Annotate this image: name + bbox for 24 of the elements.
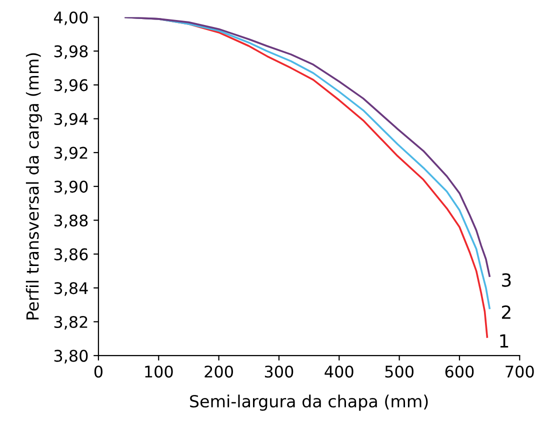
series-label: 3 [502,273,511,287]
x-tick-label: 0 [94,366,102,378]
y-tick-label: 3,98 [54,45,88,59]
y-tick-label: 4,00 [54,11,88,26]
y-tick-label: 3,88 [54,214,88,228]
y-tick-label: 3,92 [54,146,88,160]
y-tick-label: 3,80 [54,350,88,364]
series-label: 1 [500,334,508,348]
y-tick-label: 3,94 [54,112,88,127]
y-tick-label: 3,90 [54,180,88,194]
y-tick-label: 3,86 [54,248,88,262]
y-tick-label: 3,82 [54,316,88,330]
x-tick-label: 500 [385,366,414,378]
x-tick-label: 600 [445,366,474,378]
x-tick-label: 300 [264,366,294,378]
x-tick-label: 700 [506,366,534,378]
x-tick-label: 100 [145,366,173,378]
series-label: 2 [502,305,510,319]
x-tick-label: 400 [324,366,354,378]
y-axis-title: Perfil transversal da carga (mm) [26,53,42,320]
x-axis-title: Semi-largura da chapa (mm) [190,394,428,411]
y-tick-label: 3,84 [54,282,88,296]
x-tick-label: 200 [204,366,233,378]
y-tick-label: 3,96 [54,79,88,93]
